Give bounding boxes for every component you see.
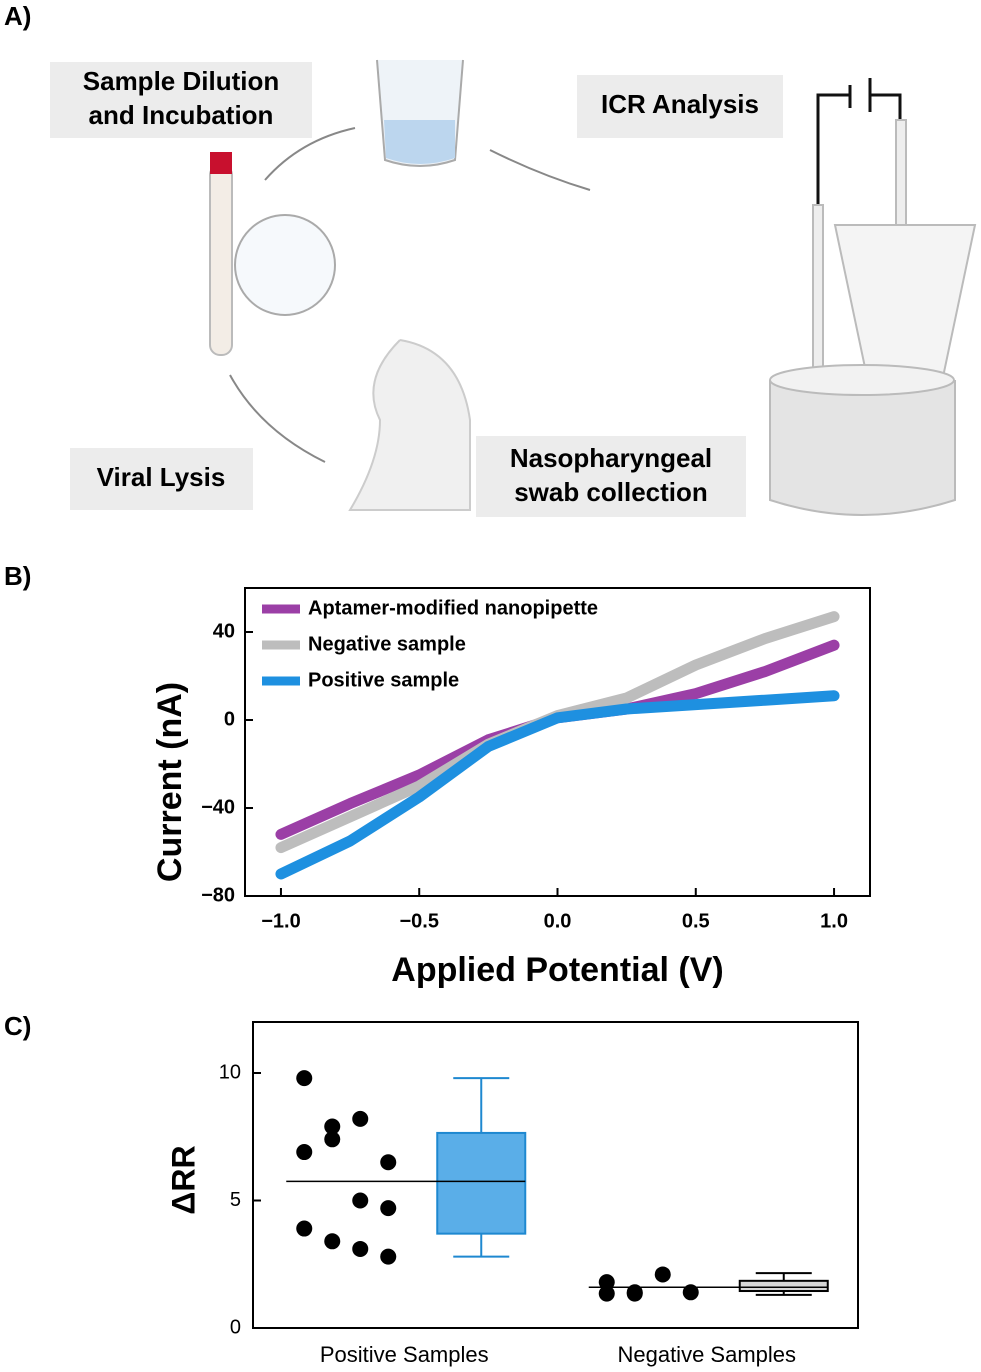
data-point (352, 1240, 369, 1257)
x-axis-title: Applied Potential (V) (391, 951, 723, 989)
y-axis-title: Current (nA) (151, 682, 189, 882)
panel-label: B) (4, 561, 31, 591)
data-point (626, 1284, 643, 1301)
data-point (296, 1070, 313, 1087)
data-point (654, 1266, 671, 1283)
y-axis-title: ΔRR (165, 1145, 201, 1214)
data-point (682, 1284, 699, 1301)
x-tick-label: −1.0 (261, 910, 300, 932)
x-tick-label: 0.5 (682, 910, 710, 932)
diagram-label: swab collection (514, 477, 708, 507)
diagram-label: Viral Lysis (97, 462, 226, 492)
legend-label: Positive sample (308, 669, 459, 691)
box (436, 1131, 527, 1235)
data-point (380, 1200, 397, 1217)
y-tick-label: 0 (224, 708, 235, 730)
diagram-label: Sample Dilution (83, 66, 279, 96)
diagram-label: and Incubation (89, 100, 274, 130)
panel-label: C) (4, 1011, 31, 1041)
series-line (275, 690, 840, 880)
diagram-label: Nasopharyngeal (510, 443, 712, 473)
data-point (324, 1131, 341, 1148)
x-tick-label: 0.0 (544, 910, 572, 932)
data-point (296, 1220, 313, 1237)
illustration (50, 59, 977, 517)
x-tick-label: Negative Samples (617, 1342, 796, 1367)
data-point (380, 1154, 397, 1171)
legend-label: Aptamer-modified nanopipette (308, 597, 598, 619)
y-tick-label: 40 (213, 620, 235, 642)
x-tick-label: 1.0 (820, 910, 848, 932)
data-point (352, 1110, 369, 1127)
y-tick-label: 10 (219, 1061, 241, 1083)
data-point (598, 1285, 615, 1302)
data-point (324, 1233, 341, 1250)
x-tick-label: Positive Samples (320, 1342, 489, 1367)
data-point (324, 1118, 341, 1135)
y-tick-label: 5 (230, 1189, 241, 1211)
data-point (380, 1248, 397, 1265)
y-tick-label: −80 (201, 884, 235, 906)
data-point (296, 1144, 313, 1161)
box (738, 1279, 829, 1293)
plot-frame (252, 1021, 859, 1329)
panel-label: A) (4, 1, 31, 31)
y-tick-label: 0 (230, 1316, 241, 1338)
y-tick-label: −40 (201, 796, 235, 818)
legend-label: Negative sample (308, 633, 466, 655)
diagram-label: ICR Analysis (601, 89, 759, 119)
x-tick-label: −0.5 (399, 910, 438, 932)
data-point (352, 1192, 369, 1209)
data-point (598, 1274, 615, 1291)
